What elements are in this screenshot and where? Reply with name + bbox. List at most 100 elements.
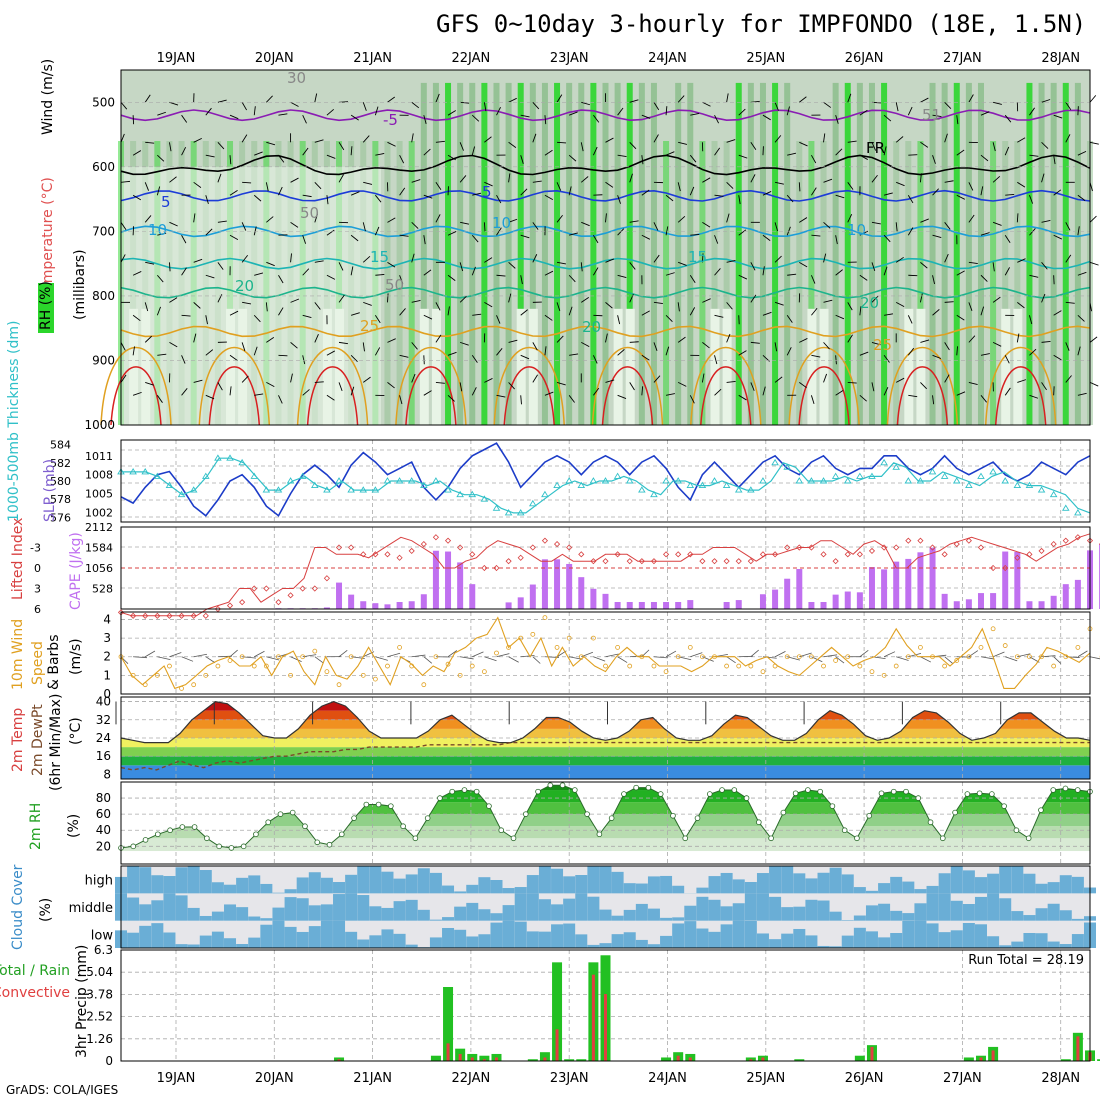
wind-barb (798, 182, 801, 192)
y-tick-label: 2112 (85, 521, 113, 534)
thickness-point (165, 481, 174, 489)
thickness-point (613, 472, 622, 479)
wind-barb (278, 154, 285, 163)
thickness-point (541, 490, 549, 498)
wind-barb (932, 309, 940, 316)
wind-barb (423, 148, 431, 156)
wind-barb (471, 387, 477, 396)
wind-barb (569, 656, 583, 660)
cloud-cell (623, 932, 636, 948)
cloud-cell (1011, 911, 1024, 921)
thickness-point (383, 477, 392, 484)
y-tick-label: 1584 (85, 542, 113, 555)
lifted-index-point (251, 585, 258, 592)
wind-barb (290, 101, 299, 107)
wind-barb (835, 355, 837, 365)
wind-barb (653, 301, 663, 305)
cloud-cell (442, 917, 455, 921)
lifted-index-point (808, 544, 815, 551)
cloud-cell (720, 924, 733, 948)
wind-barb (1017, 137, 1026, 143)
wind-barb (193, 653, 208, 658)
cloud-cell (139, 904, 152, 921)
lifted-index-point (323, 575, 330, 582)
wind10m-point (918, 645, 923, 650)
wind-barb (181, 267, 187, 276)
wind-barb (156, 186, 161, 196)
wind-barb (871, 174, 878, 183)
wind-barb (278, 307, 284, 316)
wind10m-point (748, 663, 754, 669)
wind-barb (823, 373, 828, 383)
wind-barb (786, 194, 794, 203)
rh-stripe (1074, 82, 1081, 425)
wind-barb (254, 393, 264, 396)
cloud-cell (684, 921, 697, 948)
wind-barb (326, 229, 335, 236)
wind-barb (362, 102, 367, 111)
wind-barb (907, 347, 915, 356)
wind-barb (859, 394, 867, 402)
wind-barb (302, 389, 310, 396)
rh2m-point (940, 835, 946, 842)
wind-barb (883, 386, 889, 396)
rh2m-point (1025, 835, 1032, 842)
wind10m-point (1027, 654, 1032, 660)
cloud-cell (563, 898, 576, 921)
rh2m-point (388, 803, 394, 809)
precip-convective-bar (337, 1059, 341, 1061)
y-tick-label: 576 (50, 511, 71, 524)
wind-barb (605, 137, 614, 143)
cloud-cell (890, 910, 903, 921)
wind-barb (932, 275, 936, 285)
cloud-cell (781, 866, 794, 894)
wind-barb (266, 382, 275, 388)
x-tick-label-top: 24JAN (648, 51, 687, 66)
wind-barb (714, 114, 719, 124)
wind-barb (242, 301, 252, 305)
wind-barb (460, 221, 470, 225)
y-tick-label: 584 (50, 439, 71, 452)
wind-barb (665, 272, 675, 276)
cloud-cell (696, 928, 709, 948)
wind-barb (241, 254, 249, 263)
wind-barb (1053, 114, 1063, 119)
wind-barb (229, 114, 239, 120)
wind-barb (411, 373, 416, 383)
ylabel-temperature: Temperature (°C) (40, 177, 56, 299)
wind10m-point (312, 648, 318, 654)
lifted-index-point (481, 564, 488, 572)
cape-bar (735, 600, 742, 609)
wind-barb (532, 254, 538, 263)
wind-barb (181, 235, 187, 244)
lifted-index-point (142, 612, 149, 619)
cape-bar (905, 558, 912, 609)
wind-barb (701, 373, 705, 383)
rh2m-point (412, 835, 419, 842)
cloud-cell (551, 904, 564, 921)
wind-barb (338, 174, 344, 183)
wind-barb (435, 140, 445, 143)
rh2m-point (1074, 787, 1081, 793)
precip-total-bar (430, 1055, 441, 1061)
wind-barb (787, 273, 797, 276)
wind-barb (290, 342, 298, 349)
wind-barb (908, 394, 918, 398)
temperature-contour (120, 189, 1091, 202)
wind10m-point (324, 669, 330, 675)
wind-barb (605, 333, 608, 343)
rh2m-point (964, 791, 971, 797)
wind-barb (653, 102, 660, 111)
wind-barb (799, 261, 808, 268)
lifted-index-point (335, 544, 343, 551)
wind-barb (338, 382, 343, 392)
wind-barb (120, 342, 126, 351)
y-tick-label: 500 (92, 95, 115, 109)
thickness-point (940, 472, 949, 479)
cloud-cell (369, 906, 382, 921)
cloud-cell (490, 880, 503, 894)
rh2m-point (633, 784, 639, 791)
wind-barb (435, 381, 445, 384)
wind-barb (992, 262, 995, 272)
thickness-point (129, 468, 137, 475)
